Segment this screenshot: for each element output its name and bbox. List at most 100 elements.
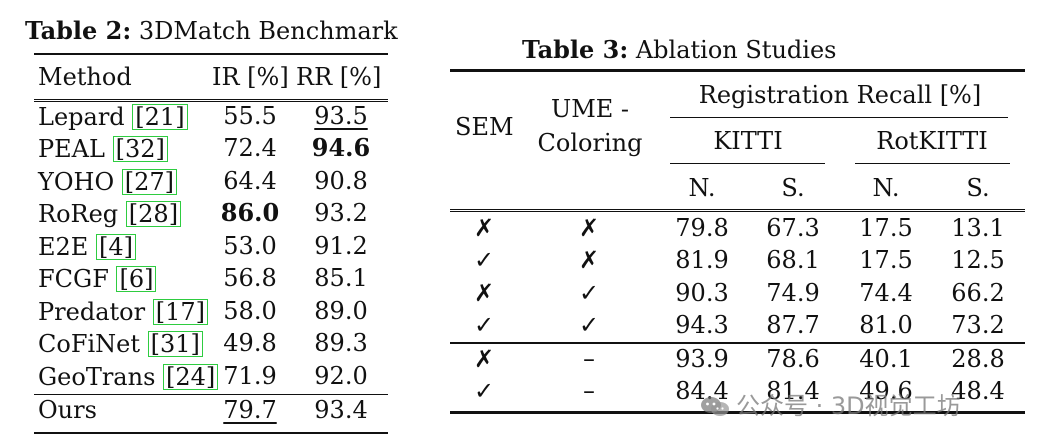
table2-caption: Table 2: 3DMatch Benchmark (25, 16, 398, 45)
rotkitti-n-value: 17.5 (859, 246, 913, 274)
table3-caption: Table 3: Ablation Studies (522, 35, 836, 64)
table2-header-method: Method (38, 63, 132, 91)
rr-value: 89.0 (314, 297, 368, 325)
table2-caption-text: 3DMatch Benchmark (131, 17, 398, 45)
table2-bottom-rule (34, 432, 388, 434)
citation-link[interactable]: [4] (95, 234, 136, 260)
kitti-n-value: 94.3 (675, 311, 729, 339)
wechat-icon (701, 397, 729, 416)
citation-link[interactable]: [21] (132, 104, 188, 130)
ir-value: 72.4 (223, 134, 277, 162)
ir-value: 55.5 (223, 102, 277, 130)
sem-mark: ✓ (473, 311, 495, 339)
table2-method-cell: FCGF [6] (38, 266, 157, 292)
ir-value: 56.8 (223, 264, 277, 292)
table3-rotkitti-rule (855, 163, 1010, 164)
table2-header-ir: IR [%] (212, 63, 289, 91)
citation-link[interactable]: [6] (116, 266, 157, 292)
table2-method-cell: Ours (38, 398, 97, 422)
rotkitti-n-value: 81.0 (859, 311, 913, 339)
method-name: CoFiNet (38, 330, 140, 358)
kitti-s-value: 67.3 (766, 214, 820, 242)
method-name: Lepard (38, 103, 125, 131)
method-name: Predator (38, 298, 146, 326)
table3-header-registration-recall: Registration Recall [%] (698, 81, 982, 109)
table3-header-kitti-s: S. (781, 174, 805, 202)
method-name: PEAL (38, 135, 105, 163)
ir-value: 71.9 (223, 362, 277, 390)
rr-value: 90.8 (314, 167, 368, 195)
watermark-text: 公众号 · 3D视觉工坊 (736, 392, 961, 420)
kitti-s-value: 81.4 (766, 377, 820, 405)
table3-header-kitti-n: N. (688, 174, 716, 202)
rotkitti-s-value: 66.2 (951, 279, 1005, 307)
table2-method-cell: Predator [17] (38, 299, 208, 325)
rotkitti-s-value: 12.5 (951, 246, 1005, 274)
rotkitti-n-value: 49.6 (859, 377, 913, 405)
ir-value: 53.0 (223, 232, 277, 260)
kitti-n-value: 79.8 (675, 214, 729, 242)
table2-header-rr: RR [%] (296, 63, 382, 91)
method-name: Ours (38, 396, 97, 424)
table2-method-cell: Lepard [21] (38, 104, 188, 130)
sem-mark: ✗ (473, 214, 495, 242)
table2-method-cell: RoReg [28] (38, 201, 182, 227)
kitti-n-value: 93.9 (675, 345, 729, 373)
table2-method-cell: E2E [4] (38, 234, 136, 260)
kitti-s-value: 87.7 (766, 311, 820, 339)
table3-header-rotkitti-s: S. (966, 174, 990, 202)
table2-method-cell: PEAL [32] (38, 136, 168, 162)
table3-header-rotkitti-n: N. (872, 174, 900, 202)
table3-header-rule-2 (450, 211, 1025, 212)
kitti-n-value: 84.4 (675, 377, 729, 405)
table3-rr-rule (670, 117, 1008, 118)
ir-value: 64.4 (223, 167, 277, 195)
rotkitti-s-value: 48.4 (951, 377, 1005, 405)
citation-link[interactable]: [31] (147, 331, 203, 357)
rotkitti-n-value: 40.1 (859, 345, 913, 373)
table3-header-rule (450, 209, 1025, 210)
citation-link[interactable]: [32] (112, 136, 168, 162)
table2-header-rule (34, 99, 388, 100)
citation-link[interactable]: [28] (125, 201, 182, 227)
table3-caption-label: Table 3: (522, 35, 629, 64)
rr-value: 91.2 (314, 232, 368, 260)
rotkitti-n-value: 17.5 (859, 214, 913, 242)
table2-method-cell: YOHO [27] (38, 169, 178, 195)
kitti-n-value: 81.9 (675, 246, 729, 274)
rr-value: 94.6 (311, 133, 371, 162)
rotkitti-s-value: 13.1 (951, 214, 1005, 242)
ume-mark: ✗ (578, 214, 600, 242)
ume-mark: – (583, 345, 595, 373)
table2-caption-label: Table 2: (25, 16, 132, 45)
kitti-s-value: 68.1 (766, 246, 820, 274)
table2-method-cell: GeoTrans [24] (38, 364, 219, 390)
sem-mark: ✓ (473, 246, 495, 274)
rr-value: 89.3 (314, 329, 368, 357)
ume-mark: ✓ (578, 279, 600, 307)
kitti-s-value: 78.6 (766, 345, 820, 373)
sem-mark: ✗ (473, 279, 495, 307)
table3-header-sem: SEM (455, 113, 514, 141)
kitti-s-value: 74.9 (766, 279, 820, 307)
kitti-n-value: 90.3 (675, 279, 729, 307)
table3-header-rotkitti: RotKITTI (876, 127, 988, 155)
method-name: E2E (38, 233, 89, 261)
rr-value: 93.2 (314, 199, 368, 227)
citation-link[interactable]: [17] (152, 299, 208, 325)
rr-value: 93.5 (314, 102, 368, 130)
table3-header-kitti: KITTI (713, 127, 783, 155)
sem-mark: ✓ (473, 377, 495, 405)
table2-ours-rule (34, 394, 388, 395)
ume-mark: – (583, 377, 595, 405)
ir-value: 49.8 (223, 329, 277, 357)
ir-value: 79.7 (223, 396, 277, 424)
watermark: 公众号 · 3D视觉工坊 (700, 386, 961, 421)
citation-link[interactable]: [24] (163, 364, 219, 390)
rotkitti-n-value: 74.4 (859, 279, 913, 307)
table3-header-ume-line1: UME - (550, 95, 630, 123)
table3-top-rule (450, 69, 1025, 72)
rotkitti-s-value: 73.2 (951, 311, 1005, 339)
citation-link[interactable]: [27] (121, 169, 178, 195)
table3-header-ume-line2: Coloring (537, 129, 643, 157)
